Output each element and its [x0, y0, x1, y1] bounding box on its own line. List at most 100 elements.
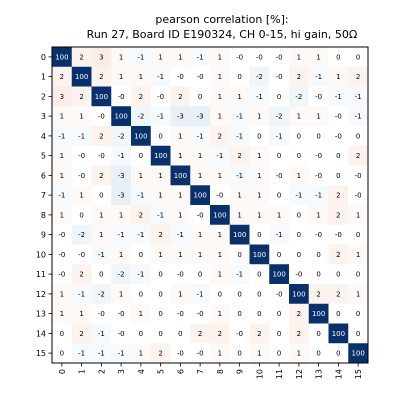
- heatmap-cell: [170, 145, 191, 166]
- cell-value-label: 2: [336, 251, 340, 259]
- cell-value-label: 1: [336, 73, 340, 81]
- cell-value-label: -1: [236, 132, 243, 140]
- heatmap-cell: [229, 126, 250, 147]
- cell-value-label: 1: [198, 172, 202, 180]
- cell-value-label: 2: [99, 172, 103, 180]
- heatmap-cell: [249, 66, 270, 87]
- cell-value-label: 1: [60, 290, 64, 298]
- heatmap-cell: [131, 303, 152, 324]
- heatmap-cell: [170, 323, 191, 344]
- y-tick-label: 8: [41, 211, 46, 220]
- cell-value-label: 100: [55, 53, 68, 61]
- heatmap-cell: [91, 264, 112, 285]
- cell-value-label: 1: [297, 350, 301, 358]
- cell-value-label: 1: [60, 211, 64, 219]
- cell-value-label: -1: [315, 73, 322, 81]
- cell-value-label: 1: [257, 211, 261, 219]
- heatmap-cell: [71, 303, 92, 324]
- cell-value-label: 2: [139, 93, 143, 101]
- heatmap-cell: [111, 185, 132, 206]
- cell-value-label: 1: [60, 310, 64, 318]
- heatmap-cell: [289, 106, 310, 127]
- heatmap-cell: [190, 106, 211, 127]
- cell-value-label: -0: [355, 192, 362, 200]
- heatmap-cell: [170, 244, 191, 265]
- cell-value-label: -0: [355, 172, 362, 180]
- heatmap-cell: [91, 303, 112, 324]
- cell-value-label: 100: [154, 152, 167, 160]
- heatmap-cell: [150, 224, 171, 245]
- cell-value-label: 0: [297, 211, 301, 219]
- heatmap-cell: [249, 205, 270, 226]
- cell-value-label: -0: [335, 132, 342, 140]
- cell-value-label: 0: [257, 310, 261, 318]
- cell-value-label: 0: [297, 251, 301, 259]
- cell-value-label: 1: [79, 310, 83, 318]
- heatmap-cell: [289, 205, 310, 226]
- heatmap-cell: [269, 244, 290, 265]
- heatmap-cell: [131, 47, 152, 68]
- heatmap-cell: [308, 66, 329, 87]
- heatmap-cell: [249, 106, 270, 127]
- heatmap-cell: [111, 224, 132, 245]
- heatmap-cell: [131, 86, 152, 107]
- heatmap-cell: [91, 106, 112, 127]
- heatmap-cell: [210, 165, 231, 186]
- cell-value-label: 1: [218, 231, 222, 239]
- heatmap-cell: [111, 145, 132, 166]
- heatmap-cell: [229, 86, 250, 107]
- cell-value-label: 0: [60, 350, 64, 358]
- heatmap-cell: [52, 224, 73, 245]
- cell-value-label: 0: [316, 330, 320, 338]
- cell-value-label: -1: [295, 192, 302, 200]
- heatmap-cell: [308, 106, 329, 127]
- heatmap-cell: [328, 244, 349, 265]
- heatmap-cell: [150, 126, 171, 147]
- cell-value-label: -1: [137, 271, 144, 279]
- heatmap-cell: [249, 303, 270, 324]
- cell-value-label: 1: [297, 172, 301, 180]
- cell-value-label: 3: [60, 93, 64, 101]
- cell-value-label: 2: [297, 310, 301, 318]
- heatmap-cell: [328, 126, 349, 147]
- heatmap-cell: [91, 47, 112, 68]
- cell-value-label: 0: [257, 132, 261, 140]
- heatmap-cell: [190, 86, 211, 107]
- heatmap-cell: [229, 106, 250, 127]
- heatmap-cell: [52, 343, 73, 364]
- heatmap-cell: [71, 185, 92, 206]
- cell-value-label: 1: [158, 172, 162, 180]
- cell-value-label: 2: [237, 152, 241, 160]
- cell-value-label: -0: [177, 271, 184, 279]
- cell-value-label: 1: [218, 53, 222, 61]
- cell-value-label: 2: [336, 192, 340, 200]
- heatmap-cell: [170, 47, 191, 68]
- cell-value-label: 0: [139, 251, 143, 259]
- heatmap-cell: [328, 106, 349, 127]
- heatmap-cell: [348, 303, 369, 324]
- cell-value-label: -0: [315, 172, 322, 180]
- heatmap-cell: [328, 86, 349, 107]
- heatmap-cell: [229, 323, 250, 344]
- x-tick-label: 10: [255, 369, 264, 379]
- cell-value-label: -0: [276, 53, 283, 61]
- heatmap-cell: [229, 284, 250, 305]
- heatmap-cell: [328, 264, 349, 285]
- cell-value-label: 0: [237, 73, 241, 81]
- heatmap-cell: [170, 284, 191, 305]
- x-tick-label: 13: [315, 369, 324, 379]
- cell-value-label: 1: [237, 211, 241, 219]
- cell-value-label: -0: [197, 310, 204, 318]
- heatmap-cell: [170, 126, 191, 147]
- cell-value-label: 1: [158, 251, 162, 259]
- heatmap-cell: [249, 244, 270, 265]
- heatmap-cell: [210, 224, 231, 245]
- cell-value-label: 100: [332, 330, 345, 338]
- heatmap-cell: [71, 264, 92, 285]
- cell-value-label: -3: [118, 172, 125, 180]
- heatmap-cell: [190, 66, 211, 87]
- cell-value-label: 1: [257, 152, 261, 160]
- heatmap-cell: [328, 303, 349, 324]
- cell-value-label: 100: [134, 132, 147, 140]
